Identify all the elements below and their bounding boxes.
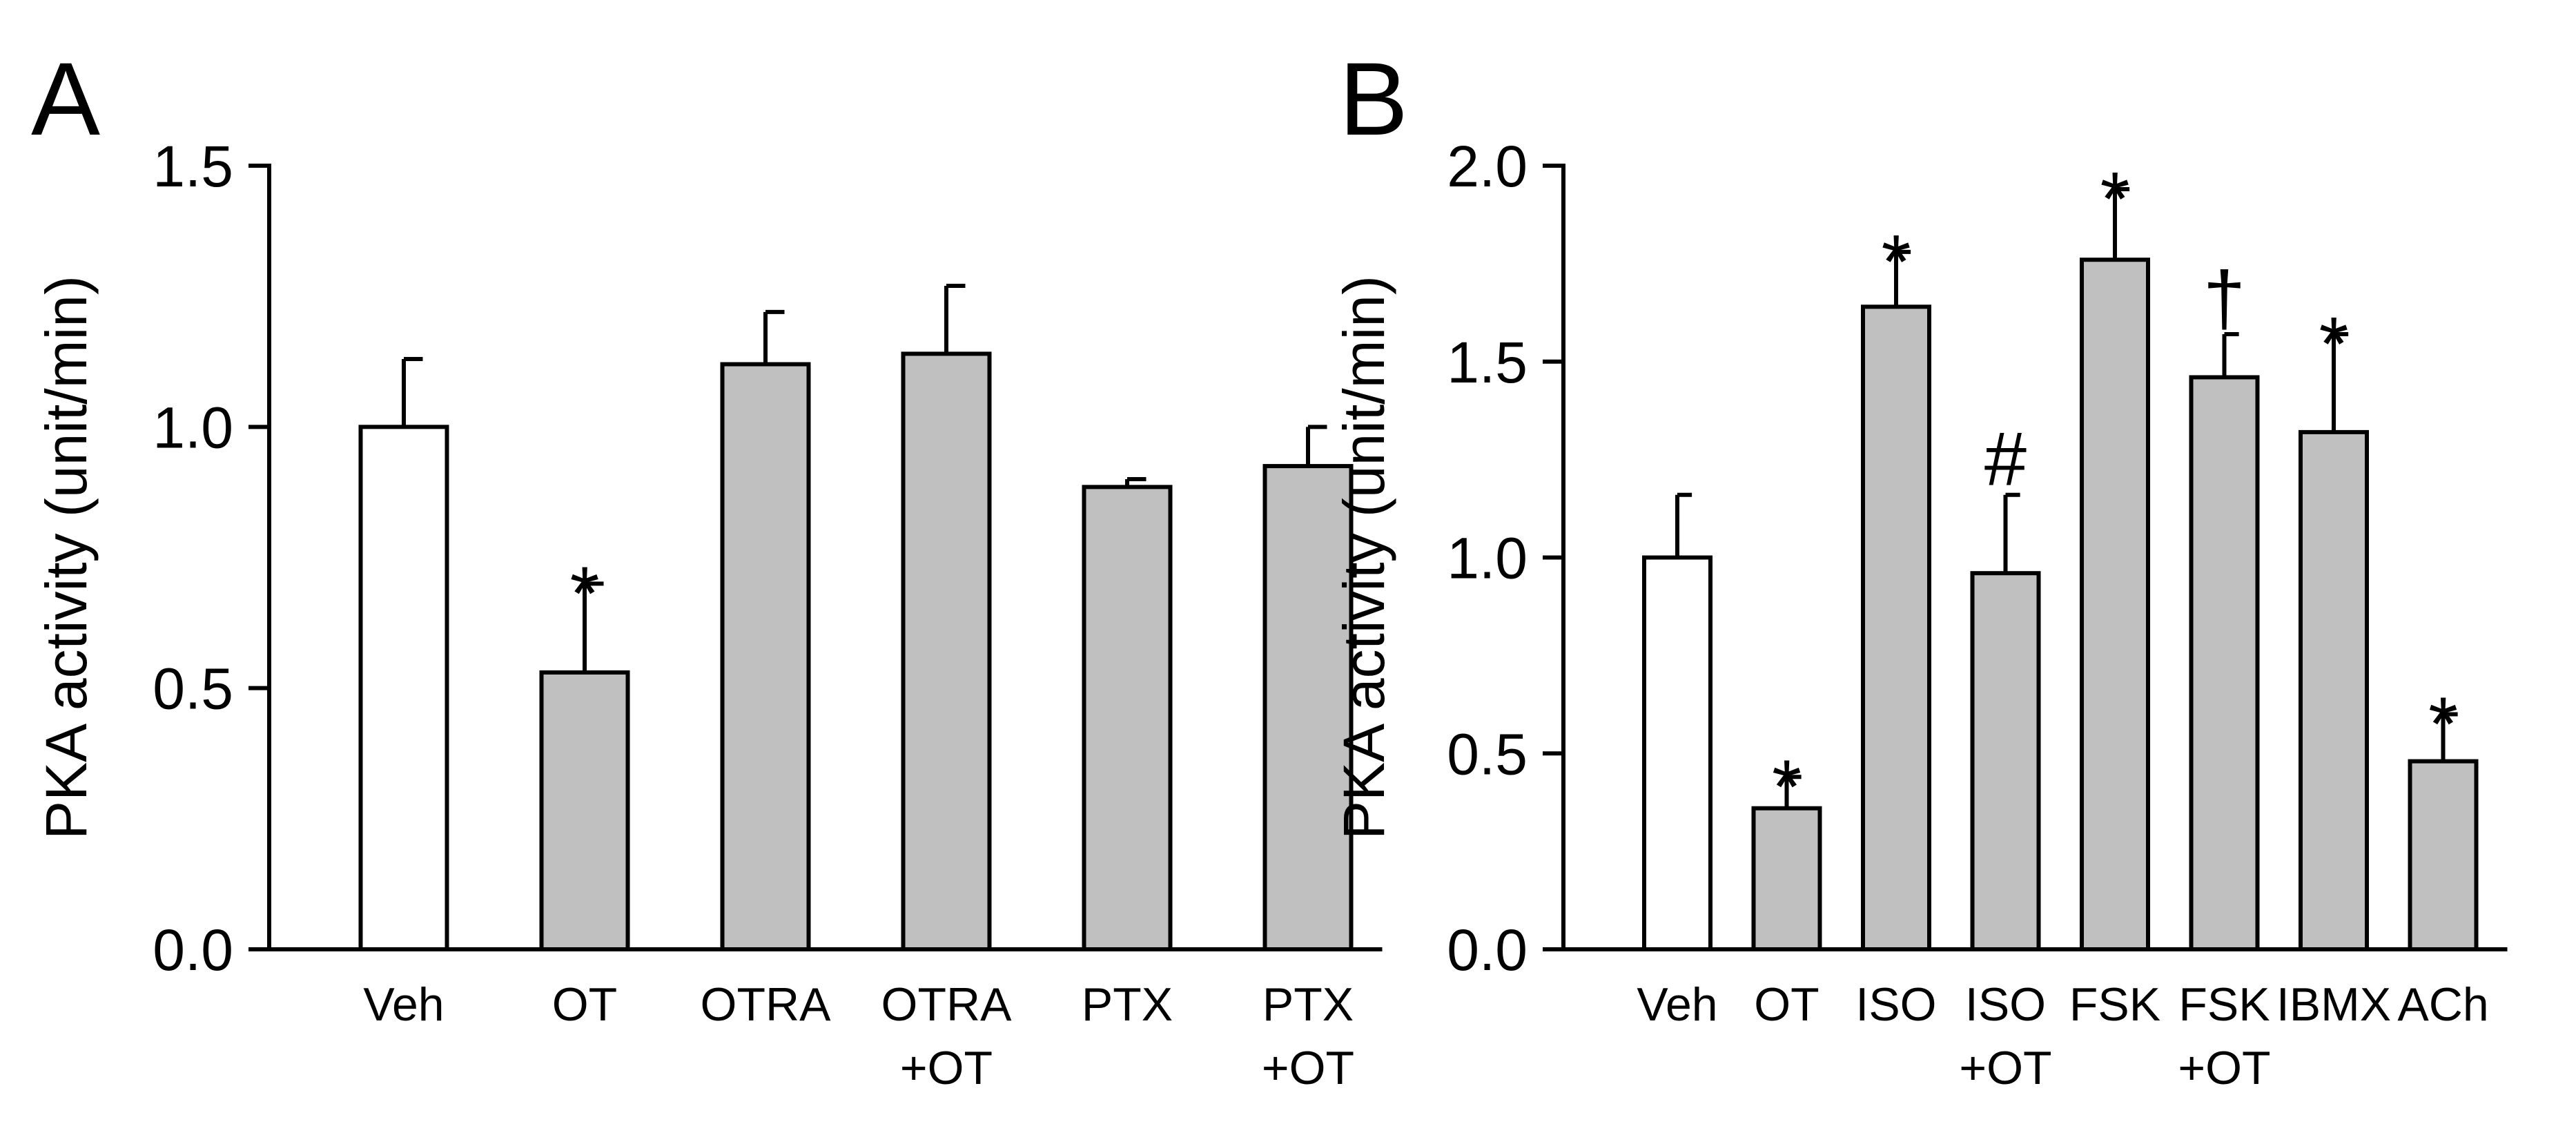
panel-b-category-label: Veh [1637, 978, 1717, 1031]
panel-b-bar [1970, 571, 2041, 951]
panel-a-significance-marker: * [570, 551, 600, 636]
panel-b-category-label: OT [1754, 978, 1819, 1031]
panel-a-ytick-label: 1.0 [153, 395, 233, 460]
panel-b-ytick-label: 2.0 [1447, 134, 1528, 199]
panel-b-category-label: IBMX [2276, 978, 2391, 1031]
panel-a-bar [720, 362, 811, 951]
panel-b-significance-marker: * [1772, 744, 1802, 829]
panel-a-bar [1082, 485, 1173, 951]
panel-b-category-label: ACh [2397, 978, 2488, 1031]
panel-b-category-label: FSK [2178, 978, 2270, 1031]
panel-b-category-label: ISO [1855, 978, 1936, 1031]
panel-b-ylabel: PKA activity (unit/min) [1331, 275, 1396, 840]
panel-b-significance-marker: † [2203, 256, 2245, 341]
panel-a-category-label: Veh [363, 978, 444, 1031]
panel-b-ytick-label: 1.0 [1447, 526, 1528, 591]
panel-b-ytick-label: 1.5 [1447, 330, 1528, 395]
panel-a-bar [539, 670, 630, 951]
panel-b-significance-marker: # [1984, 417, 2027, 502]
panel-b-category-label: FSK [2069, 978, 2160, 1031]
panel-a-letter: A [31, 41, 100, 157]
panel-a-ytick-label: 0.5 [153, 657, 233, 721]
panel-a-ytick-label: 1.5 [153, 134, 233, 199]
panel-a-category-label: +OT [900, 1042, 993, 1094]
panel-b-ytick-label: 0.0 [1447, 918, 1528, 982]
panel-b-bar [1642, 555, 1713, 951]
panel-b-ytick-label: 0.5 [1447, 721, 1528, 786]
panel-b-category-label: ISO [1965, 978, 2046, 1031]
panel-b-category-label: +OT [2178, 1042, 2270, 1094]
panel-a-category-label: OT [552, 978, 617, 1031]
panel-a-category-label: PTX [1262, 978, 1354, 1031]
panel-a-category-label: PTX [1082, 978, 1173, 1031]
panel-b-significance-marker: * [1882, 220, 1911, 304]
panel-b-significance-marker: * [2319, 302, 2349, 387]
panel-b-bar [2080, 258, 2150, 951]
panel-a-ylabel: PKA activity (unit/min) [34, 275, 99, 840]
panel-b-bar [1751, 806, 1822, 951]
panel-a-category-label: OTRA [881, 978, 1013, 1031]
panel-a-ytick-label: 0.0 [153, 918, 233, 982]
panel-b-significance-marker: * [2100, 157, 2130, 242]
panel-a-category-label: +OT [1262, 1042, 1354, 1094]
panel-a-bar [1262, 464, 1354, 951]
panel-b-bar [2299, 429, 2369, 951]
panel-b-letter: B [1339, 41, 1408, 157]
panel-b-category-label: +OT [1959, 1042, 2051, 1094]
panel-b-bar [1861, 304, 1931, 951]
panel-b-bar [2408, 759, 2479, 951]
panel-a-bar [358, 425, 449, 951]
panel-a-category-label: OTRA [701, 978, 832, 1031]
panel-b-significance-marker: * [2428, 682, 2458, 767]
panel-b-bar [2189, 375, 2260, 951]
panel-a-bar [901, 351, 992, 951]
